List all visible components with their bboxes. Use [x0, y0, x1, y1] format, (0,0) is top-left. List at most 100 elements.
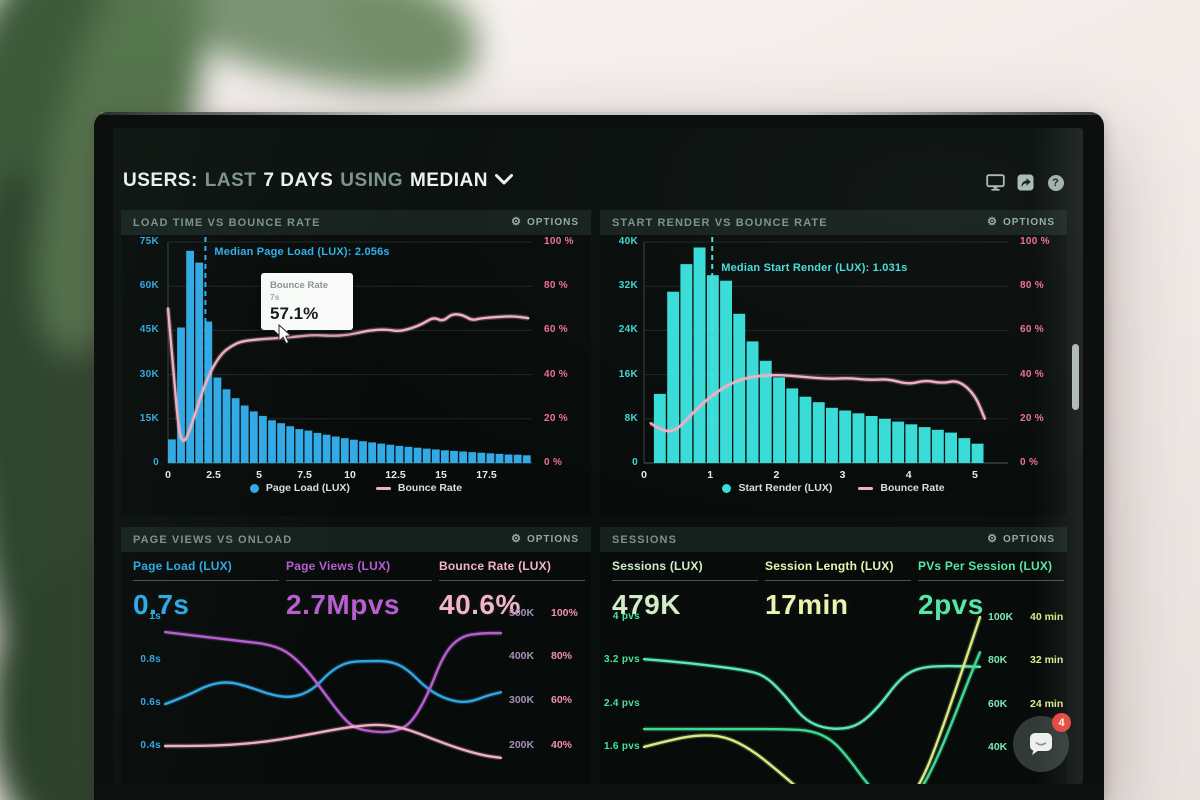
y-axis-right-label: 40 %	[1020, 368, 1044, 380]
y-axis-left-label: 24K	[618, 324, 638, 336]
x-axis-label: 10	[344, 469, 356, 481]
x-axis-label: 17.5	[476, 469, 497, 481]
panel-sessions: SESSIONS ⚙ OPTIONS Sessions (LUX) 479K Ses…	[600, 527, 1067, 784]
y-axis-right-label: 40 min	[1030, 611, 1064, 623]
metric-value: 40.6%	[439, 589, 521, 620]
gear-icon: ⚙	[987, 533, 998, 545]
header-title-segment: 7 DAYS	[263, 170, 334, 191]
tooltip-sub: 7s	[270, 292, 280, 302]
header-title-segment: LAST	[204, 170, 257, 191]
metric-value: 2.7Mpvs	[286, 589, 400, 620]
panel-title: SESSIONS	[612, 533, 678, 546]
options-button[interactable]: ⚙ OPTIONS	[987, 533, 1055, 546]
chevron-down-icon	[494, 174, 513, 185]
options-label: OPTIONS	[1002, 217, 1055, 228]
dashboard-header: USERS: LAST 7 DAYS USING MEDIAN ?	[123, 170, 1067, 202]
x-axis-label: 1	[707, 469, 714, 481]
metric-bounce-rate-lux-: Bounce Rate (LUX) 40.6%	[439, 559, 585, 621]
x-axis-label: 3	[839, 469, 846, 481]
help-icon[interactable]: ?	[1046, 174, 1065, 191]
y-axis-left-label: 1.6 pvs	[603, 741, 640, 752]
chart-tooltip: Bounce Rate 7s 57.1%	[261, 273, 353, 337]
panel-titlebar: PAGE VIEWS VS ONLOAD ⚙ OPTIONS	[121, 527, 591, 552]
legend-item[interactable]: Bounce Rate	[375, 482, 462, 494]
x-axis-label: 5	[256, 469, 262, 481]
y-axis-right-label: 80K	[988, 654, 1008, 666]
y-axis-right-label: 20 %	[544, 412, 568, 424]
y-axis-right-label: 80 %	[1020, 280, 1044, 292]
metric-underline	[765, 580, 911, 581]
y-axis-right-label: 0 %	[1020, 457, 1039, 468]
y-axis-right-label: 40K	[988, 741, 1008, 753]
metric-underline	[439, 580, 585, 581]
date-range-selector[interactable]: USERS: LAST 7 DAYS USING MEDIAN	[123, 170, 513, 191]
x-axis-label: 2.5	[206, 469, 221, 481]
header-icons: ?	[986, 174, 1065, 191]
y-axis-right-label: 100 %	[544, 236, 574, 247]
gear-icon: ⚙	[987, 216, 998, 228]
legend-item[interactable]: Bounce Rate	[858, 482, 945, 494]
header-title-segment: USERS:	[123, 170, 198, 191]
chat-unread-badge: 4	[1052, 713, 1071, 732]
y-axis-right-label: 100K	[988, 611, 1014, 623]
metric-label: Session Length (LUX)	[765, 559, 894, 573]
y-axis-left-label: 8K	[624, 412, 638, 424]
y-axis-right-label: 200K	[509, 739, 535, 751]
chart-legend: Page Load (LUX) Bounce Rate	[121, 482, 591, 494]
metric-session-length-lux-: Session Length (LUX) 17min	[765, 559, 911, 621]
y-axis-right-label: 60 %	[1020, 324, 1044, 336]
y-axis-left-label: 0.4s	[140, 740, 161, 751]
laptop-frame: USERS: LAST 7 DAYS USING MEDIAN ? LOAD TIME …	[94, 112, 1104, 800]
y-axis-right-label: 32 min	[1030, 654, 1064, 666]
options-label: OPTIONS	[526, 534, 579, 545]
chat-bubble-icon	[1030, 733, 1052, 755]
display-icon[interactable]	[986, 174, 1005, 191]
y-axis-right-label: 60K	[988, 698, 1008, 710]
y-axis-left-label: 0.8s	[140, 654, 161, 665]
panel-titlebar: START RENDER VS BOUNCE RATE ⚙ OPTIONS	[600, 210, 1067, 235]
metric-label: Sessions (LUX)	[612, 559, 703, 573]
laptop-bottom-bezel	[94, 784, 1104, 800]
metric-underline	[286, 580, 432, 581]
median-annotation: Median Page Load (LUX): 2.056s	[214, 246, 390, 258]
share-icon[interactable]	[1016, 174, 1035, 191]
metric-sessions-lux-: Sessions (LUX) 479K	[612, 559, 758, 621]
median-annotation: Median Start Render (LUX): 1.031s	[721, 262, 908, 274]
dashboard-screen: USERS: LAST 7 DAYS USING MEDIAN ? LOAD TIME …	[113, 128, 1083, 784]
x-axis-label: 0	[165, 469, 171, 481]
options-button[interactable]: ⚙ OPTIONS	[511, 217, 579, 229]
y-axis-left-label: 15K	[139, 412, 159, 424]
tooltip-value: 57.1%	[270, 304, 319, 323]
legend-line-marker	[375, 486, 391, 490]
x-axis-label: 5	[971, 469, 978, 481]
y-axis-right-label: 24 min	[1030, 698, 1064, 710]
scrollbar[interactable]	[1072, 344, 1079, 410]
legend-item[interactable]: Page Load (LUX)	[249, 482, 350, 494]
y-axis-left-label: 30K	[139, 368, 159, 380]
chat-widget-button[interactable]: 4	[1013, 713, 1071, 772]
y-axis-right-label: 100 %	[1020, 236, 1050, 247]
metric-label: Bounce Rate (LUX)	[439, 559, 552, 573]
y-axis-left-label: 60K	[139, 280, 159, 292]
options-button[interactable]: ⚙ OPTIONS	[987, 216, 1055, 229]
legend-label: Page Load (LUX)	[265, 482, 350, 494]
chart-legend: Start Render (LUX) Bounce Rate	[600, 482, 1067, 494]
x-axis-label: 15	[435, 469, 447, 481]
y-axis-left-label: 0	[153, 457, 159, 468]
y-axis-right-label: 100%	[551, 607, 578, 619]
legend-dot-marker	[249, 483, 259, 493]
legend-dot-marker	[722, 483, 732, 493]
laptop-top-edge	[100, 112, 1098, 115]
y-axis-right-label: 300K	[509, 694, 535, 706]
legend-line-marker	[858, 486, 874, 490]
x-axis-label: 4	[905, 469, 912, 481]
metric-page-load-lux-: Page Load (LUX) 0.7s	[133, 559, 279, 621]
options-button[interactable]: ⚙ OPTIONS	[511, 534, 579, 546]
legend-item[interactable]: Start Render (LUX)	[722, 482, 832, 494]
panel-titlebar: SESSIONS ⚙ OPTIONS	[600, 527, 1067, 552]
y-axis-right-label: 60%	[551, 694, 573, 706]
panel-title: LOAD TIME VS BOUNCE RATE	[133, 216, 321, 229]
y-axis-right-label: 80 %	[544, 280, 568, 292]
x-axis-label: 7.5	[297, 469, 312, 481]
x-axis-label: 12.5	[385, 469, 406, 481]
